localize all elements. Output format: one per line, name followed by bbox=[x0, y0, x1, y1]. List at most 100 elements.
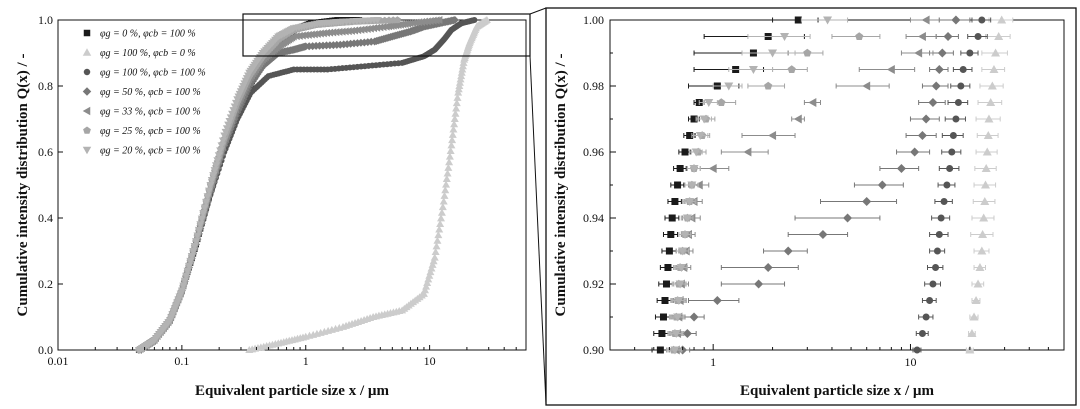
overview-point bbox=[440, 191, 449, 199]
zoom-point bbox=[764, 81, 773, 90]
zoom-point bbox=[974, 33, 982, 40]
overview-point bbox=[441, 186, 450, 194]
zoom-point bbox=[975, 263, 985, 271]
zoom-point bbox=[691, 148, 701, 157]
zoom-point bbox=[918, 330, 926, 337]
zoom-point bbox=[665, 247, 673, 255]
overview-point bbox=[482, 16, 491, 23]
zoom-point bbox=[708, 164, 717, 173]
overview-point bbox=[180, 277, 189, 285]
zoom-point bbox=[957, 82, 965, 90]
zoom-point bbox=[917, 32, 926, 41]
zoom-point bbox=[973, 279, 983, 288]
zoom-y-tick-label: 0.94 bbox=[583, 211, 604, 225]
overview-point bbox=[217, 142, 226, 150]
zoom-point bbox=[917, 131, 927, 140]
zoom-point bbox=[656, 346, 664, 354]
zoom-point bbox=[754, 279, 764, 289]
zoom-point bbox=[670, 346, 680, 355]
overview-point bbox=[373, 17, 382, 24]
overview-point bbox=[196, 221, 205, 229]
zoom-point bbox=[674, 181, 682, 189]
zoom-point bbox=[843, 213, 853, 223]
overview-y-axis-label: Cumulative intensity distribution Q(x) /… bbox=[15, 54, 31, 317]
zoom-y-tick-label: 0.92 bbox=[583, 277, 604, 291]
overview-plot-frame bbox=[57, 19, 527, 351]
overview-point bbox=[452, 99, 461, 107]
zoom-point bbox=[689, 312, 699, 322]
overview-point bbox=[437, 208, 446, 216]
overview-point bbox=[209, 172, 218, 180]
overview-point bbox=[332, 28, 340, 37]
zoom-point bbox=[994, 32, 1004, 40]
overview-point bbox=[189, 248, 198, 255]
zoom-point bbox=[966, 49, 974, 57]
zoom-region-box bbox=[242, 13, 531, 57]
zoom-point bbox=[662, 280, 670, 288]
zoom-point bbox=[967, 329, 977, 337]
overview-point bbox=[190, 243, 199, 251]
zoom-point bbox=[983, 131, 993, 139]
zoom-point bbox=[932, 264, 940, 271]
overview-point bbox=[360, 25, 368, 34]
zoom-point bbox=[678, 247, 688, 256]
overview-point bbox=[203, 193, 212, 201]
overview-point bbox=[197, 215, 206, 223]
legend-marker bbox=[82, 87, 92, 96]
overview-x-tick-label: 0.01 bbox=[48, 354, 69, 368]
zoom-point bbox=[978, 16, 986, 24]
overview-point bbox=[202, 198, 211, 206]
overview-point bbox=[216, 147, 225, 155]
overview-point bbox=[213, 157, 222, 165]
zoom-point bbox=[690, 115, 698, 123]
overview-point bbox=[437, 214, 446, 222]
overview-point bbox=[450, 115, 459, 122]
overview-point bbox=[199, 210, 208, 218]
zoom-point bbox=[673, 313, 683, 322]
legend-marker bbox=[82, 146, 92, 155]
overview-point bbox=[450, 16, 459, 24]
overview-x-axis-label: Equivalent particle size x / µm bbox=[195, 383, 390, 399]
zoom-point bbox=[855, 32, 864, 40]
overview-series-1 bbox=[245, 16, 491, 353]
zoom-point bbox=[926, 297, 934, 304]
overview-point bbox=[341, 27, 349, 36]
zoom-point bbox=[937, 214, 945, 222]
zoom-point bbox=[981, 164, 991, 172]
overview-point bbox=[191, 238, 200, 246]
overview-point bbox=[452, 104, 461, 112]
overview-point bbox=[326, 28, 334, 37]
zoom-point bbox=[768, 49, 778, 58]
overview-point bbox=[182, 272, 191, 280]
zoom-connector-bottom bbox=[529, 55, 547, 405]
zoom-y-tick-label: 0.90 bbox=[583, 343, 604, 357]
zoom-point bbox=[699, 115, 709, 124]
overview-point bbox=[446, 147, 455, 155]
zoom-point bbox=[935, 231, 943, 238]
zoom-y-axis-label: Cumulative intensity distribution Q(x) /… bbox=[553, 54, 569, 317]
zoom-point bbox=[991, 48, 1001, 57]
overview-point bbox=[442, 180, 451, 188]
zoom-series-3 bbox=[674, 15, 971, 355]
zoom-point bbox=[743, 147, 752, 157]
zoom-point bbox=[681, 148, 689, 156]
zoom-point bbox=[671, 198, 679, 205]
zoom-point bbox=[680, 231, 690, 239]
overview-y-tick-label: 0.0 bbox=[38, 343, 53, 357]
zoom-point bbox=[934, 65, 944, 74]
zoom-point bbox=[910, 147, 920, 157]
zoom-point bbox=[989, 65, 999, 73]
legend-marker bbox=[83, 68, 91, 76]
overview-point bbox=[448, 130, 457, 138]
zoom-point bbox=[971, 296, 981, 304]
zoom-x-tick-label: 1 bbox=[710, 355, 716, 369]
zoom-point bbox=[980, 197, 990, 205]
overview-point bbox=[426, 268, 435, 276]
zoom-point bbox=[682, 329, 692, 338]
zoom-point bbox=[808, 98, 817, 107]
zoom-x-axis-label: Equivalent particle size x / µm bbox=[740, 383, 935, 399]
zoom-point bbox=[937, 48, 947, 58]
zoom-point bbox=[959, 66, 967, 73]
zoom-series-2 bbox=[912, 16, 992, 354]
